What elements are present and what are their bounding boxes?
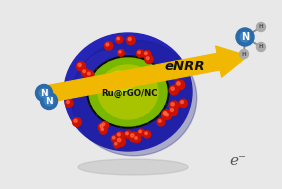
Circle shape	[115, 143, 117, 145]
Circle shape	[101, 122, 109, 129]
Text: e⁻: e⁻	[230, 154, 246, 168]
Circle shape	[117, 138, 121, 142]
Circle shape	[172, 73, 179, 80]
Circle shape	[78, 63, 81, 67]
Circle shape	[44, 96, 54, 106]
Circle shape	[165, 70, 168, 73]
Circle shape	[175, 80, 185, 90]
Circle shape	[171, 87, 174, 90]
Ellipse shape	[78, 159, 188, 175]
Circle shape	[180, 101, 184, 104]
Ellipse shape	[110, 73, 122, 83]
Circle shape	[36, 84, 52, 101]
Circle shape	[170, 108, 173, 112]
Circle shape	[138, 51, 140, 54]
Circle shape	[208, 85, 272, 149]
Ellipse shape	[107, 71, 133, 93]
Circle shape	[87, 72, 90, 75]
Circle shape	[145, 132, 147, 135]
FancyArrow shape	[47, 46, 248, 102]
Circle shape	[240, 32, 250, 42]
Text: Ru@rGO/NC: Ru@rGO/NC	[102, 88, 158, 98]
Circle shape	[126, 132, 128, 135]
Circle shape	[72, 118, 81, 126]
Circle shape	[117, 37, 120, 40]
Circle shape	[129, 132, 138, 142]
Circle shape	[217, 39, 282, 109]
Circle shape	[139, 130, 141, 133]
Circle shape	[136, 50, 144, 57]
Circle shape	[116, 132, 124, 140]
Circle shape	[144, 131, 151, 138]
Circle shape	[106, 43, 109, 46]
Circle shape	[13, 0, 97, 83]
Circle shape	[150, 0, 220, 62]
Ellipse shape	[90, 59, 166, 125]
Circle shape	[162, 110, 171, 119]
Circle shape	[239, 50, 248, 59]
Circle shape	[236, 28, 254, 46]
Circle shape	[0, 87, 50, 147]
Circle shape	[192, 1, 268, 77]
Circle shape	[74, 119, 77, 122]
Circle shape	[128, 38, 131, 40]
Circle shape	[143, 51, 151, 58]
Circle shape	[86, 71, 94, 79]
Circle shape	[83, 86, 86, 89]
Circle shape	[146, 57, 149, 60]
Circle shape	[113, 136, 115, 139]
Circle shape	[48, 127, 112, 189]
Circle shape	[0, 49, 65, 119]
Circle shape	[164, 112, 166, 115]
Circle shape	[131, 134, 134, 137]
Circle shape	[116, 36, 123, 43]
Ellipse shape	[81, 50, 145, 104]
Circle shape	[164, 112, 167, 115]
Circle shape	[100, 127, 107, 134]
Text: H: H	[259, 44, 263, 50]
Circle shape	[163, 68, 173, 77]
Ellipse shape	[98, 65, 158, 119]
Circle shape	[117, 133, 120, 136]
Ellipse shape	[71, 40, 197, 156]
Circle shape	[101, 128, 103, 131]
Circle shape	[138, 129, 145, 136]
Circle shape	[67, 101, 69, 104]
Circle shape	[118, 50, 124, 56]
Text: N: N	[40, 88, 48, 98]
Circle shape	[81, 68, 89, 76]
Polygon shape	[85, 55, 171, 129]
Circle shape	[171, 103, 174, 106]
Circle shape	[100, 125, 103, 128]
Circle shape	[144, 52, 147, 55]
Circle shape	[145, 55, 153, 64]
Circle shape	[102, 123, 105, 125]
Circle shape	[177, 82, 180, 85]
Circle shape	[135, 137, 137, 139]
Circle shape	[169, 101, 179, 111]
Text: eNRR: eNRR	[165, 60, 205, 74]
Circle shape	[158, 120, 161, 122]
Ellipse shape	[64, 33, 192, 151]
Ellipse shape	[89, 58, 167, 126]
Circle shape	[190, 131, 250, 189]
Circle shape	[98, 123, 107, 132]
Circle shape	[134, 136, 141, 143]
Circle shape	[70, 89, 73, 92]
Circle shape	[83, 70, 85, 73]
Ellipse shape	[87, 56, 169, 128]
Text: H: H	[259, 25, 263, 29]
Circle shape	[103, 0, 179, 59]
Circle shape	[162, 111, 170, 119]
Circle shape	[76, 62, 85, 71]
Circle shape	[173, 74, 175, 76]
Circle shape	[124, 131, 132, 138]
Circle shape	[127, 36, 135, 45]
Circle shape	[68, 87, 77, 97]
Circle shape	[41, 0, 241, 189]
Circle shape	[157, 118, 165, 126]
Circle shape	[62, 0, 138, 67]
Circle shape	[104, 42, 113, 50]
Circle shape	[114, 141, 120, 148]
